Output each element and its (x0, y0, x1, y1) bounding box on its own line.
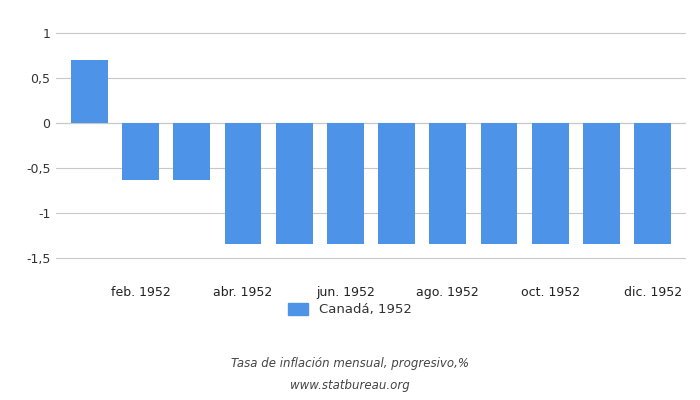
Bar (583, 123, 620, 244)
Text: www.statbureau.org: www.statbureau.org (290, 380, 410, 392)
Bar (122, 123, 159, 180)
Bar (481, 123, 517, 244)
Legend: Canadá, 1952: Canadá, 1952 (283, 298, 417, 322)
Bar (71, 60, 108, 123)
Bar (429, 123, 466, 244)
Bar (225, 123, 261, 244)
Bar (174, 123, 210, 180)
Bar (378, 123, 415, 244)
Bar (327, 123, 364, 244)
Text: Tasa de inflación mensual, progresivo,%: Tasa de inflación mensual, progresivo,% (231, 358, 469, 370)
Bar (634, 123, 671, 244)
Bar (276, 123, 313, 244)
Bar (532, 123, 568, 244)
